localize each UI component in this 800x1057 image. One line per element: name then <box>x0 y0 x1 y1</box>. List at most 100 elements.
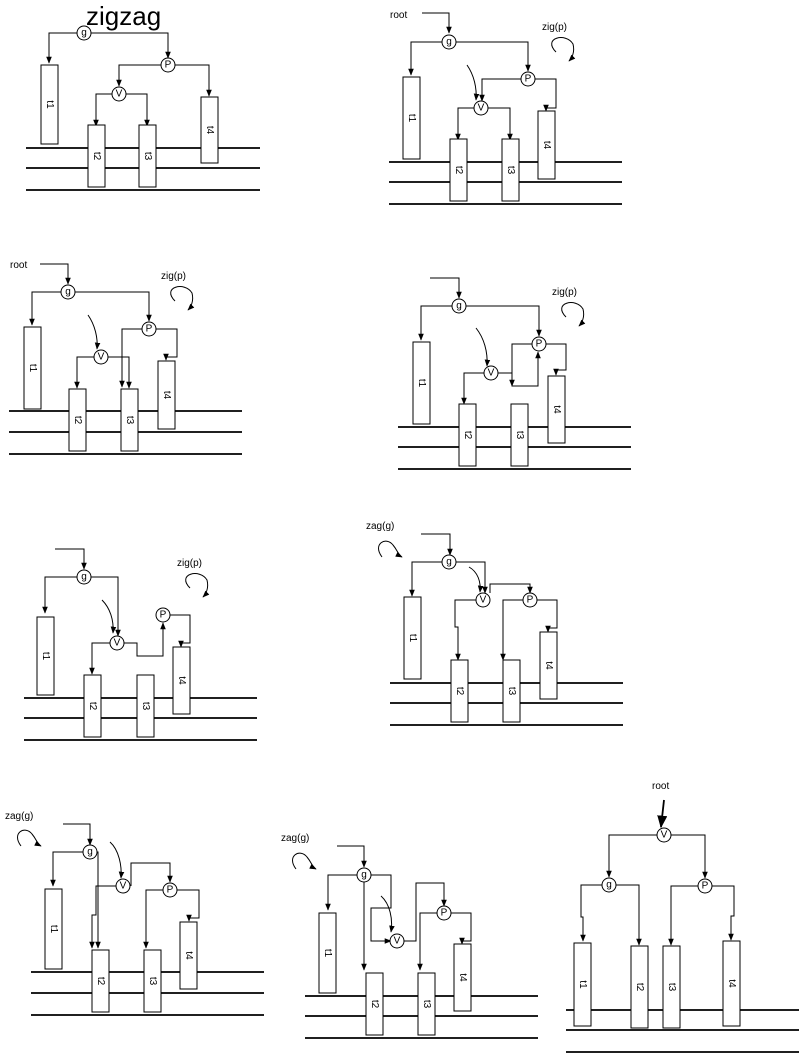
svg-text:P: P <box>536 339 543 350</box>
svg-text:t3: t3 <box>140 702 151 711</box>
svg-text:t1: t1 <box>577 980 588 989</box>
node-p: P <box>436 905 452 921</box>
svg-text:g: g <box>65 287 71 298</box>
svg-text:t1: t1 <box>416 379 427 388</box>
rotate-left-icon <box>292 852 317 870</box>
node-v: V <box>93 349 109 365</box>
svg-text:t4: t4 <box>204 126 215 135</box>
svg-text:g: g <box>446 557 452 568</box>
svg-text:g: g <box>456 301 462 312</box>
subtree-t1: t1 <box>36 616 55 696</box>
svg-text:t2: t2 <box>87 702 98 711</box>
svg-text:t1: t1 <box>406 114 417 123</box>
rotation-caption: zig(p) <box>552 287 577 298</box>
svg-text:t4: t4 <box>726 979 737 988</box>
subtree-t4: t4 <box>539 631 558 700</box>
node-g: g <box>76 569 92 585</box>
subtree-t4: t4 <box>537 110 556 180</box>
svg-text:t4: t4 <box>183 951 194 960</box>
panel-step-2: root zig(p) t1 t2 t3 t4 g P V <box>389 10 622 205</box>
panel-step-4: zig(p) t1 t2 t3 t4 g P V <box>398 277 631 470</box>
svg-text:t2: t2 <box>454 687 465 696</box>
rotate-left-icon <box>378 540 403 558</box>
subtree-t3: t3 <box>143 949 162 1013</box>
node-v: V <box>109 635 125 651</box>
rotate-right-icon <box>551 37 576 62</box>
svg-text:t2: t2 <box>72 416 83 425</box>
subtree-t2: t2 <box>630 945 649 1029</box>
svg-text:g: g <box>446 37 452 48</box>
subtree-t1: t1 <box>318 912 337 994</box>
subtree-t2: t2 <box>450 659 469 723</box>
svg-text:t2: t2 <box>453 166 464 175</box>
subtree-t1: t1 <box>573 942 592 1027</box>
node-p: P <box>160 57 176 73</box>
panel-step-9: root t1 t2 t3 t4 V g P <box>566 781 799 1053</box>
node-v: V <box>389 933 405 949</box>
subtree-t2: t2 <box>458 403 477 467</box>
subtree-t4: t4 <box>172 646 191 715</box>
node-v: V <box>115 878 131 894</box>
subtree-t1: t1 <box>44 888 63 970</box>
svg-text:P: P <box>160 610 167 621</box>
root-label: root <box>10 260 27 271</box>
svg-text:P: P <box>527 595 534 606</box>
subtree-t4: t4 <box>179 921 198 990</box>
node-v: V <box>473 100 489 116</box>
panel-step-3: root zig(p) t1 t2 t3 t4 g P V <box>9 260 242 455</box>
svg-text:t4: t4 <box>176 676 187 685</box>
svg-text:g: g <box>81 572 87 583</box>
panel-step-1: t1 t2 t3 t4 g P V <box>26 25 260 191</box>
node-g: g <box>60 284 76 300</box>
svg-text:P: P <box>525 74 532 85</box>
svg-text:t4: t4 <box>541 141 552 150</box>
svg-text:t1: t1 <box>322 949 333 958</box>
subtree-t3: t3 <box>138 124 157 188</box>
svg-text:g: g <box>606 880 612 891</box>
subtree-t4: t4 <box>200 96 219 164</box>
root-label: root <box>652 781 669 792</box>
subtree-t4: t4 <box>157 360 176 430</box>
panel-step-5: zig(p) t1 t2 t3 t4 g P V <box>24 548 257 741</box>
subtree-t2: t2 <box>83 674 102 738</box>
node-v: V <box>656 827 672 843</box>
rotate-left-icon <box>17 829 42 847</box>
node-p: P <box>162 882 178 898</box>
node-g: g <box>356 867 372 883</box>
node-g: g <box>601 877 617 893</box>
subtree-t1: t1 <box>412 341 431 425</box>
rotation-caption: zig(p) <box>161 271 186 282</box>
node-g: g <box>76 25 92 41</box>
svg-text:P: P <box>702 881 709 892</box>
svg-text:t2: t2 <box>369 1000 380 1009</box>
node-p: P <box>531 336 547 352</box>
subtree-t3: t3 <box>120 388 139 452</box>
rotation-caption: zig(p) <box>542 22 567 33</box>
svg-text:V: V <box>480 595 487 606</box>
subtree-t2: t2 <box>87 124 106 188</box>
subtree-t3: t3 <box>510 403 529 467</box>
svg-text:V: V <box>488 368 495 379</box>
node-p: P <box>697 878 713 894</box>
svg-text:t2: t2 <box>91 152 102 161</box>
rotation-caption: zag(g) <box>281 833 309 844</box>
diagram-title: zigzag <box>86 1 161 31</box>
subtree-t1: t1 <box>403 596 422 680</box>
subtree-t4: t4 <box>547 375 566 444</box>
svg-text:t1: t1 <box>44 100 55 109</box>
svg-text:g: g <box>81 28 87 39</box>
node-g: g <box>441 554 457 570</box>
svg-text:t3: t3 <box>142 152 153 161</box>
node-g: g <box>82 844 98 860</box>
node-p: P <box>141 321 157 337</box>
panel-step-7: zag(g) t1 t2 t3 t4 g P V <box>5 811 264 1016</box>
svg-text:t1: t1 <box>27 364 38 373</box>
rotate-right-icon <box>170 286 195 311</box>
subtree-t2: t2 <box>68 388 87 452</box>
rotate-right-icon <box>561 302 586 327</box>
node-v: V <box>111 86 127 102</box>
svg-text:V: V <box>478 103 485 114</box>
svg-text:t4: t4 <box>457 973 468 982</box>
node-p: P <box>522 592 538 608</box>
